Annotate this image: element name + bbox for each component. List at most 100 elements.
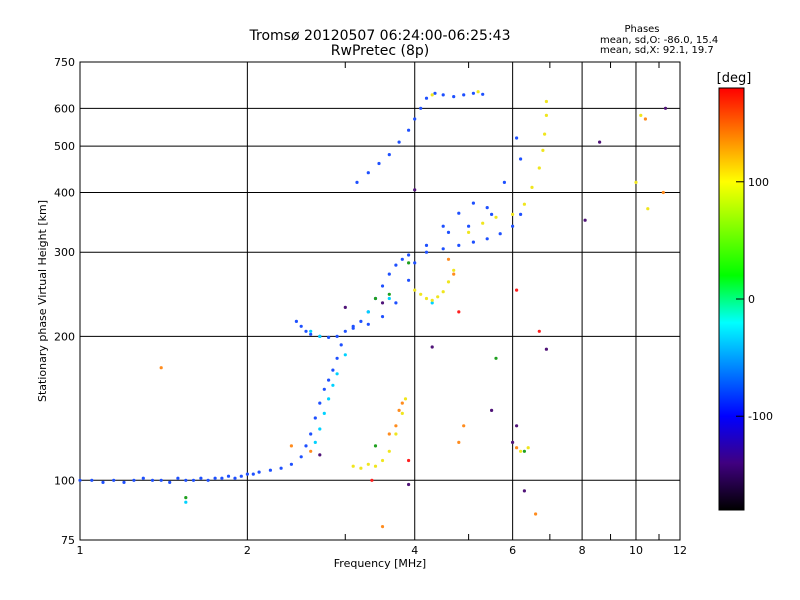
data-point [394, 432, 398, 436]
data-point [441, 290, 445, 294]
data-point [397, 408, 401, 412]
y-tick-label: 400 [54, 186, 75, 199]
data-point [407, 278, 411, 282]
data-point [289, 444, 293, 448]
data-point [387, 153, 391, 157]
data-point [400, 257, 404, 261]
data-point [476, 90, 480, 94]
data-point [159, 478, 163, 482]
x-tick-label: 2 [244, 544, 251, 557]
data-point [184, 478, 188, 482]
stats-header: Phases [624, 24, 659, 35]
data-point [537, 329, 541, 333]
data-point [327, 378, 331, 382]
data-point [394, 301, 398, 305]
data-point [313, 416, 317, 420]
data-point [519, 449, 523, 453]
data-point [510, 440, 515, 444]
data-point [355, 180, 359, 184]
data-point [299, 324, 303, 328]
data-point [318, 401, 322, 405]
data-point [366, 310, 370, 314]
data-point [467, 230, 471, 234]
data-point [233, 476, 237, 480]
data-point [471, 201, 475, 205]
data-point [90, 478, 94, 482]
data-point [457, 243, 461, 247]
y-tick-label: 500 [54, 140, 75, 153]
data-point [462, 424, 466, 428]
y-axis-ticks: 75 100 200 300 400 500 600 750 [54, 56, 75, 547]
data-point [598, 140, 602, 144]
data-point [327, 335, 331, 339]
data-point [387, 272, 391, 276]
data-point [213, 476, 217, 480]
data-point [394, 424, 398, 428]
y-tick-label: 75 [61, 534, 75, 547]
data-point [646, 207, 650, 211]
x-axis-ticks: 1 2 4 6 8 10 12 [77, 62, 687, 557]
data-point [446, 230, 451, 234]
data-point [184, 496, 188, 500]
data-point [239, 474, 243, 478]
data-point [510, 224, 515, 228]
data-point [639, 113, 643, 117]
data-point [522, 449, 527, 453]
data-point [663, 106, 668, 110]
data-point [335, 372, 339, 376]
data-point [515, 288, 519, 292]
data-point [424, 96, 429, 100]
data-point [377, 161, 381, 166]
data-point [481, 221, 485, 225]
data-point [661, 190, 665, 195]
data-point [407, 261, 411, 265]
data-point [485, 206, 489, 210]
x-tick-label: 1 [77, 544, 84, 557]
x-tick-label: 6 [509, 544, 516, 557]
data-point [400, 411, 404, 415]
data-point [313, 440, 317, 444]
data-point [544, 347, 549, 351]
data-point [424, 250, 429, 254]
data-point [339, 343, 343, 347]
chart-subtitle: RwPretec (8p) [331, 43, 429, 59]
y-axis-label: Stationary phase Virtual Height [km] [36, 200, 49, 402]
data-point [309, 332, 313, 336]
data-point [318, 334, 322, 338]
data-point [366, 322, 370, 326]
data-point [387, 449, 391, 453]
data-point [515, 136, 519, 140]
data-point [543, 132, 547, 136]
data-point [413, 288, 417, 292]
chart-title: Tromsø 20120507 06:24:00-06:25:43 [249, 28, 511, 44]
data-point [387, 432, 391, 436]
data-point [494, 356, 498, 360]
data-point [413, 117, 417, 121]
data-point [544, 99, 549, 104]
data-point [199, 476, 203, 480]
data-point [380, 315, 385, 319]
data-point [373, 444, 378, 448]
data-point [279, 466, 283, 470]
data-point [251, 472, 255, 476]
data-point [366, 171, 370, 175]
data-point [380, 284, 385, 288]
data-point [220, 476, 224, 480]
data-point [544, 113, 549, 117]
data-point [159, 366, 163, 370]
data-point [78, 478, 82, 482]
data-point [309, 329, 313, 333]
data-point [304, 444, 308, 448]
stats-line-x: mean, sd,X: 92.1, 19.7 [600, 45, 714, 56]
data-point [471, 91, 475, 95]
data-point [407, 253, 411, 257]
data-point [351, 324, 355, 328]
data-point [331, 368, 335, 372]
y-tick-label: 100 [54, 474, 75, 487]
data-point [403, 397, 408, 401]
data-point [373, 296, 378, 301]
data-point [471, 240, 475, 244]
data-point [436, 295, 440, 299]
y-tick-label: 300 [54, 246, 75, 259]
colorbar-tick-label: 100 [748, 176, 769, 189]
